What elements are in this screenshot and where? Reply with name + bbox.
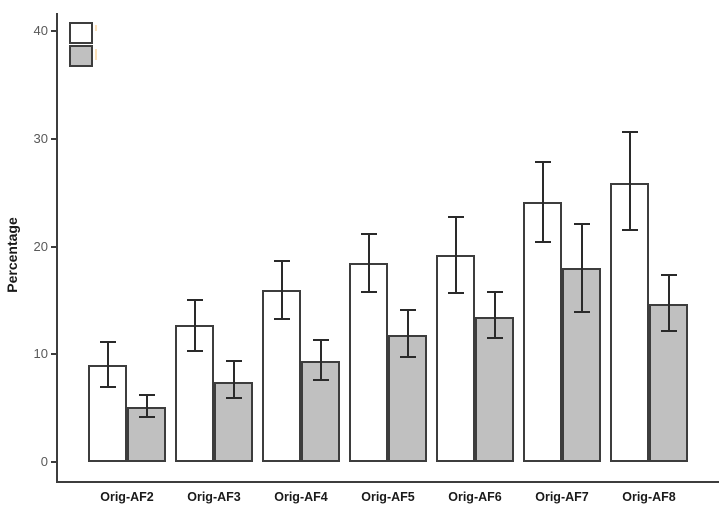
error-bar-line: [367, 233, 370, 292]
error-bar-line: [541, 162, 544, 243]
x-category-label: Orig-AF8: [622, 490, 676, 504]
error-bar-line: [667, 274, 670, 331]
error-bar-cap-top: [138, 394, 155, 397]
error-bar-cap-bottom: [573, 311, 590, 314]
error-bar-line: [145, 395, 148, 417]
y-tick-label: 30: [33, 130, 48, 146]
x-category-label: Orig-AF4: [274, 490, 328, 504]
error-bar-cap-top: [486, 290, 503, 293]
error-bar-cap-bottom: [486, 337, 503, 340]
error-bar-cap-bottom: [273, 317, 290, 320]
x-category-label: Orig-AF6: [448, 490, 502, 504]
bar-white-series: [523, 202, 562, 462]
y-tick-mark: [51, 137, 58, 140]
error-bar-line: [628, 132, 631, 231]
error-bar-line: [280, 260, 283, 319]
error-bar-cap-bottom: [99, 385, 116, 388]
error-bar-cap-bottom: [138, 415, 155, 418]
y-tick-mark: [51, 353, 58, 356]
bar-gray-series: [475, 316, 514, 462]
error-bar-line: [406, 310, 409, 358]
error-bar-line: [193, 300, 196, 352]
error-bar-line: [454, 217, 457, 293]
x-axis-line: [56, 481, 719, 483]
bar-white-series: [349, 262, 388, 462]
error-bar-cap-bottom: [360, 290, 377, 293]
white-series-swatch: [69, 22, 93, 44]
error-bar-cap-top: [273, 259, 290, 262]
error-bar-cap-top: [534, 161, 551, 164]
x-category-label: Orig-AF2: [100, 490, 154, 504]
x-category-label: Orig-AF7: [535, 490, 589, 504]
gray-series-swatch: [69, 45, 93, 67]
error-bar-cap-bottom: [534, 241, 551, 244]
error-bar-cap-top: [186, 299, 203, 302]
y-tick-label: 20: [33, 238, 48, 254]
y-axis-line: [56, 13, 58, 483]
error-bar-line: [319, 340, 322, 381]
x-category-label: Orig-AF3: [187, 490, 241, 504]
error-bar-cap-bottom: [312, 379, 329, 382]
error-bar-line: [493, 291, 496, 339]
error-bar-cap-bottom: [660, 329, 677, 332]
error-bar-cap-bottom: [447, 291, 464, 294]
y-tick-label: 0: [40, 454, 48, 469]
error-bar-cap-top: [99, 341, 116, 344]
y-tick-label: 40: [33, 23, 48, 38]
error-bar-line: [106, 342, 109, 387]
chart-legend: [69, 22, 93, 68]
x-category-label: Orig-AF5: [361, 490, 415, 504]
error-bar-cap-bottom: [621, 229, 638, 232]
error-bar-line: [580, 223, 583, 313]
y-tick-label: 10: [33, 346, 48, 362]
error-bar-cap-bottom: [399, 356, 416, 359]
error-bar-cap-bottom: [225, 397, 242, 400]
error-bar-cap-top: [621, 131, 638, 134]
error-bar-cap-top: [312, 339, 329, 342]
error-bar-cap-top: [399, 309, 416, 312]
error-bar-cap-top: [225, 359, 242, 362]
error-bar-cap-bottom: [186, 350, 203, 353]
error-bar-line: [232, 360, 235, 399]
error-bar-cap-top: [573, 222, 590, 225]
y-tick-mark: [51, 245, 58, 248]
error-bar-cap-top: [447, 216, 464, 219]
error-bar-cap-top: [660, 273, 677, 276]
error-bar-cap-top: [360, 232, 377, 235]
y-tick-mark: [51, 461, 58, 463]
legend-label-faint-mark: [95, 25, 97, 31]
y-tick-mark: [51, 30, 58, 32]
bar-white-series: [262, 289, 301, 462]
legend-label-faint-mark: [95, 49, 97, 60]
